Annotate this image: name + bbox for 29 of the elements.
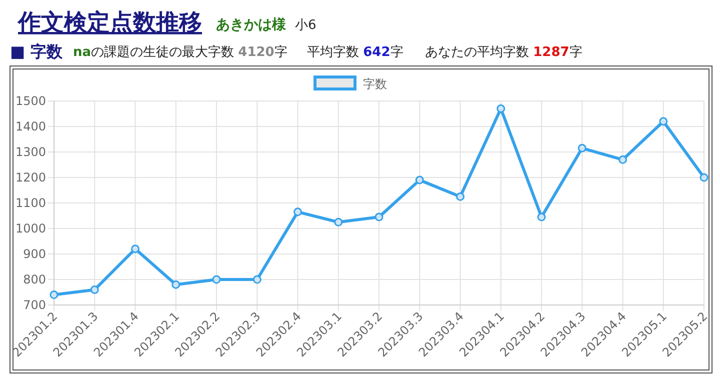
point: [700, 173, 708, 182]
point: [172, 280, 180, 289]
legend-label: 字数: [363, 77, 387, 91]
legend: 字数: [314, 76, 387, 91]
point: [659, 117, 668, 126]
point: [252, 275, 262, 284]
header: 作文検定点数推移 あきかは様 小6 ■ 字数 naの課題の生徒の最大字数 4120字 平均字数 642字 あなたの平均字数 1287字: [10, 10, 582, 61]
point: [456, 192, 464, 201]
y-tick-label: 1400: [15, 120, 46, 134]
point: [496, 104, 506, 113]
y-tick-label: 1300: [15, 145, 46, 159]
y-tick-label: 1100: [15, 196, 46, 210]
y-tick-label: 700: [23, 298, 46, 312]
point: [334, 218, 343, 226]
point: [131, 244, 140, 254]
y-tick-label: 1000: [15, 222, 46, 236]
point: [90, 285, 99, 294]
y-tick-label: 1200: [15, 170, 46, 184]
y-tick-label: 900: [23, 247, 46, 261]
point: [50, 290, 58, 300]
point: [618, 155, 627, 164]
point: [374, 212, 384, 222]
point: [294, 208, 302, 216]
y-tick-label: 800: [23, 272, 46, 286]
point: [415, 176, 424, 184]
point: [212, 275, 221, 284]
point: [578, 144, 586, 152]
y-tick-label: 1500: [15, 94, 46, 108]
point: [537, 212, 546, 222]
